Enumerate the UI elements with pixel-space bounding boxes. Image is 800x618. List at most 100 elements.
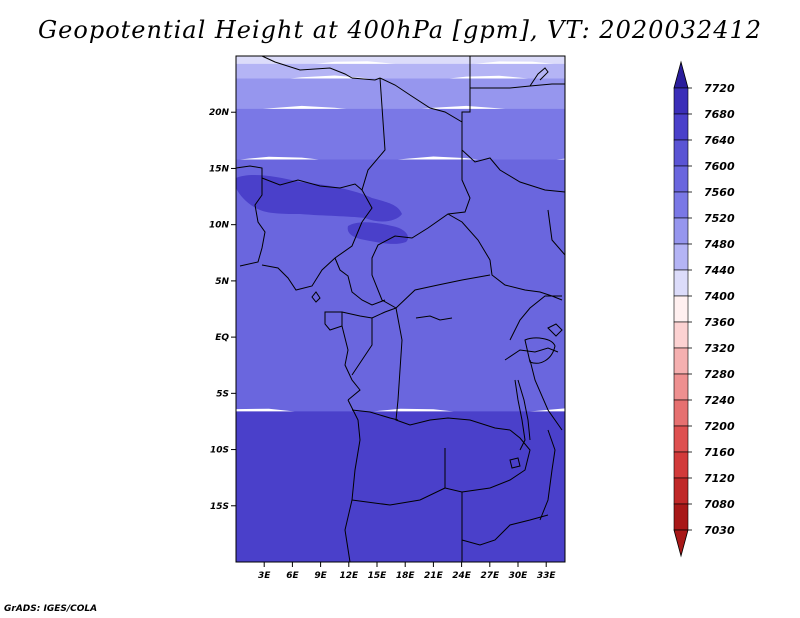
border-line (334, 257, 386, 306)
lat-tick-label: 5N (215, 277, 229, 287)
contour-band-7560 (236, 108, 565, 163)
contour-band-7640 (236, 411, 565, 562)
colorbar-segment (673, 87, 689, 115)
colorbar-segment (673, 451, 689, 479)
lon-tick-label: 6E (286, 571, 299, 581)
border-line (509, 457, 521, 469)
border-line (395, 307, 511, 431)
lat-tick-label: 10N (209, 221, 230, 231)
colorbar-label: 7030 (704, 524, 735, 537)
sahel-high-patch (236, 175, 402, 222)
colorbar-segment (673, 373, 689, 401)
border-line (547, 323, 563, 337)
grads-credit: GrADS: IGES/COLA (4, 604, 98, 614)
border-line (524, 337, 556, 364)
colorbar-segment (673, 503, 689, 531)
lon-tick-label: 9E (314, 571, 327, 581)
colorbar-label: 7560 (704, 186, 735, 199)
lon-tick-label: 33E (537, 571, 557, 581)
border-line (261, 177, 363, 191)
lon-tick-label: 21E (424, 571, 444, 581)
colorbar-label: 7440 (704, 264, 735, 277)
colorbar-bottom-arrow (673, 529, 689, 558)
colorbar-segment (673, 165, 689, 193)
colorbar-label: 7080 (704, 498, 735, 511)
colorbar-label: 7320 (704, 342, 735, 355)
border-line (529, 359, 563, 431)
border-line (361, 77, 386, 223)
colorbar-segment (673, 139, 689, 167)
colorbar-label: 7640 (704, 134, 735, 147)
border-line (504, 347, 559, 361)
border-line (517, 379, 531, 441)
border-line (461, 149, 566, 193)
border-line (461, 429, 531, 493)
lon-tick-label: 3E (258, 571, 271, 581)
colorbar-top-arrow (673, 60, 689, 89)
colorbar-segment (673, 477, 689, 505)
border-line (351, 409, 399, 421)
colorbar-label: 7200 (704, 420, 735, 433)
lat-tick-label: 15S (210, 502, 229, 512)
colorbar-segment (673, 347, 689, 375)
border-line (344, 399, 361, 563)
lat-tick-label: EQ (215, 333, 229, 343)
colorbar-segment (673, 425, 689, 453)
border-line (235, 165, 266, 267)
contour-band-7520 (236, 78, 565, 112)
country-borders (235, 55, 566, 563)
border-line (509, 295, 562, 341)
colorbar-segment (673, 191, 689, 219)
colorbar-label: 7120 (704, 472, 735, 485)
border-line (461, 56, 471, 122)
border-line (415, 315, 453, 321)
border-line (341, 325, 361, 401)
chad-high-patch (347, 222, 409, 244)
contour-fill-layer (236, 56, 565, 562)
colorbar-segment (673, 113, 689, 141)
colorbar-label: 7480 (704, 238, 735, 251)
colorbar-label: 7280 (704, 368, 735, 381)
lon-tick-label: 27E (480, 571, 500, 581)
colorbar-label: 7520 (704, 212, 735, 225)
colorbar-label: 7600 (704, 160, 735, 173)
border-line (351, 487, 446, 506)
lon-tick-label: 24E (452, 571, 472, 581)
colorbar: 7720 7680 7640 7600 7560 7520 7480 7440 7400 7360… (673, 60, 735, 558)
border-line (371, 77, 471, 309)
contour-band-7480 (236, 63, 565, 82)
border-line (539, 429, 556, 521)
map-frame (235, 55, 566, 563)
border-line (311, 291, 321, 303)
border-line (547, 209, 566, 256)
lat-tick-label: 20N (209, 108, 230, 118)
colorbar-segment (673, 269, 689, 297)
colorbar-label: 7680 (704, 108, 735, 121)
colorbar-segment (673, 399, 689, 427)
colorbar-label: 7720 (704, 82, 735, 95)
lat-tick-label: 5S (216, 389, 229, 399)
border-line (444, 448, 463, 562)
colorbar-segment (673, 217, 689, 245)
colorbar-label: 7360 (704, 316, 735, 329)
chart-title: Geopotential Height at 400hPa [gpm], VT:… (38, 16, 762, 44)
contour-patch-layer (236, 175, 409, 244)
lat-tick-label: 10S (210, 446, 229, 456)
lon-tick-label: 30E (509, 571, 529, 581)
border-line (447, 213, 563, 301)
border-line (395, 274, 491, 309)
border-line (461, 514, 549, 546)
border-line (529, 67, 549, 87)
border-line (514, 379, 526, 451)
longitude-axis: 3E 6E 9E 12E 15E 18E 21E 24E 27E 30E 33E (258, 562, 556, 581)
lat-tick-label: 15N (209, 164, 230, 174)
colorbar-label: 7400 (704, 290, 735, 303)
lon-tick-label: 18E (396, 571, 416, 581)
border-line (351, 77, 381, 81)
latitude-axis: 20N 15N 10N 5N EQ 5S 10S 15S (209, 108, 236, 512)
border-line (324, 311, 343, 331)
colorbar-segment (673, 243, 689, 271)
border-line (261, 55, 353, 79)
colorbar-label: 7240 (704, 394, 735, 407)
